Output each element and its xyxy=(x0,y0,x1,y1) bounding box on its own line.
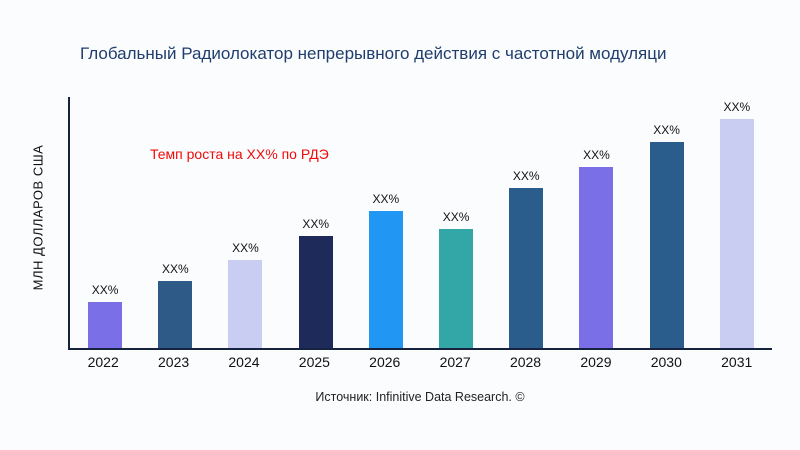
bar-column-2025: XX% xyxy=(298,97,333,348)
bar-2026 xyxy=(368,211,403,348)
bar-value-label: XX% xyxy=(302,216,329,231)
bar-value-label: XX% xyxy=(442,209,470,224)
x-tick-2027: 2027 xyxy=(439,354,471,370)
x-tick-2028: 2028 xyxy=(509,354,542,370)
bar-column-2027: XX% xyxy=(439,97,474,348)
chart-title: Глобальный Радиолокатор непрерывного дей… xyxy=(80,44,667,63)
bar-value-label: XX% xyxy=(653,123,680,138)
x-tick-2024: 2024 xyxy=(228,354,260,370)
bar-value-label: XX% xyxy=(161,261,189,276)
x-tick-2029: 2029 xyxy=(580,354,612,370)
bar-2024 xyxy=(228,259,263,348)
bar-column-2023: XX% xyxy=(158,97,193,348)
x-tick-2022: 2022 xyxy=(87,354,119,370)
bar-2030 xyxy=(649,142,684,348)
bar-2027 xyxy=(439,228,474,348)
bar-value-label: XX% xyxy=(723,100,751,115)
bar-value-label: XX% xyxy=(512,169,540,184)
bar-value-label: XX% xyxy=(91,282,119,297)
bar-2025 xyxy=(298,235,333,348)
x-tick-2030: 2030 xyxy=(650,354,682,370)
bar-2028 xyxy=(509,188,544,348)
bar-column-2029: XX% xyxy=(579,97,614,348)
x-tick-2023: 2023 xyxy=(158,354,190,370)
x-tick-2026: 2026 xyxy=(369,354,401,370)
bar-2031 xyxy=(719,119,754,348)
bar-column-2028: XX% xyxy=(509,97,544,348)
growth-rate-annotation: Темп роста на XX% по РДЭ xyxy=(150,146,329,162)
bar-value-label: XX% xyxy=(372,192,400,207)
source-caption: Источник: Infinitive Data Research. © xyxy=(315,390,525,404)
bar-column-2022: XX% xyxy=(88,97,123,348)
bar-column-2030: XX% xyxy=(649,97,684,348)
bar-column-2031: XX% xyxy=(719,97,754,348)
bar-2029 xyxy=(579,167,614,348)
bar-2023 xyxy=(158,280,193,348)
bar-column-2026: XX% xyxy=(368,97,403,348)
y-axis-label: МЛН ДОЛЛАРОВ США xyxy=(30,144,46,291)
bar-column-2024: XX% xyxy=(228,97,263,348)
bar-2022 xyxy=(88,301,123,348)
bar-value-label: XX% xyxy=(232,240,259,255)
x-tick-2025: 2025 xyxy=(298,354,330,370)
bar-value-label: XX% xyxy=(583,148,610,163)
plot-area: XX% XX% XX% XX% XX% XX% XX% XX% XX% XX% xyxy=(68,97,772,350)
x-tick-2031: 2031 xyxy=(721,354,753,370)
x-axis-ticks: 2022 2023 2024 2025 2026 2027 2028 2029 2030 2031 xyxy=(68,354,772,370)
